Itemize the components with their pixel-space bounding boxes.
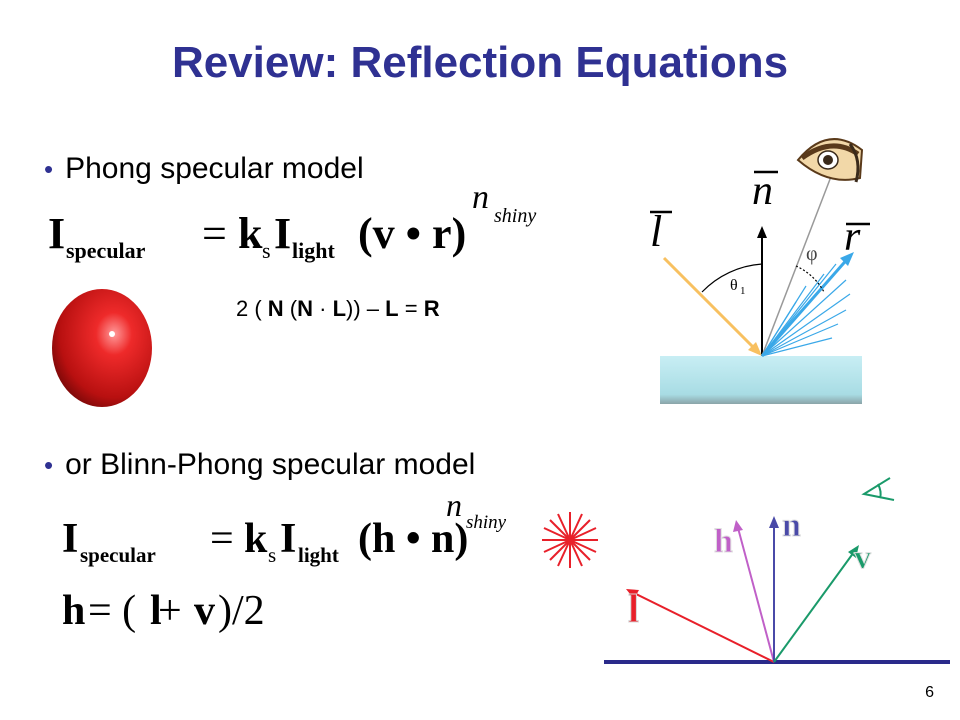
- refl-eq: =: [398, 296, 424, 321]
- eq-I2: I: [274, 209, 291, 258]
- blinn-diagram-svg: l h n v: [604, 477, 950, 664]
- label-h: h: [714, 523, 733, 560]
- blinn-diagram: l h n v: [600, 470, 955, 675]
- label-phi: φ: [806, 243, 818, 265]
- halfway-v: v: [194, 588, 215, 634]
- label-theta: θ: [730, 277, 738, 294]
- blinn-I: I: [62, 516, 78, 562]
- bullet-blinn: • or Blinn-Phong specular model: [44, 448, 475, 482]
- eye-icon: [796, 138, 864, 183]
- refl-N1: N: [267, 296, 284, 321]
- eq-body: (v • r): [358, 209, 466, 258]
- label-l: l: [628, 586, 639, 631]
- light-arrow: [662, 256, 760, 354]
- blinn-k: k: [244, 516, 268, 562]
- halfway-equation: h = ( l + v )/2: [62, 580, 302, 645]
- halfway-eq: = (: [88, 588, 136, 634]
- theta-arc: [701, 263, 763, 293]
- blinn-exp-sub: shiny: [466, 512, 507, 533]
- eq-k-sub: s: [262, 238, 271, 263]
- refl-dot: ·: [313, 296, 333, 321]
- refl-N2: N: [297, 296, 314, 321]
- page-number: 6: [925, 684, 934, 701]
- halfway-l: l: [150, 588, 162, 634]
- label-theta-sub: 1: [740, 285, 746, 297]
- slide-title: Review: Reflection Equations: [171, 38, 789, 87]
- vector-h: [737, 527, 775, 663]
- bullet-phong-text: Phong specular model: [65, 152, 364, 185]
- refl-mid1: (: [283, 296, 298, 321]
- eq-k: k: [238, 209, 263, 258]
- surface: [660, 356, 862, 404]
- bullet-dot-icon: •: [44, 450, 54, 480]
- vector-v: [773, 551, 855, 663]
- blinn-equals: =: [210, 516, 234, 562]
- halfway-plus: +: [158, 588, 182, 634]
- phong-equation: I specular = k s I light (v • r) n shiny: [48, 179, 588, 283]
- label-n: n: [782, 507, 801, 544]
- red-sphere: [50, 288, 155, 415]
- blinn-body: (h • n): [358, 516, 468, 562]
- angle-icon: [861, 477, 895, 501]
- blinn-k-sub: s: [268, 543, 276, 567]
- blinn-equation: I specular = k s I light (h • n) n shiny: [62, 487, 542, 583]
- blinn-I2: I: [280, 516, 296, 562]
- view-line: [761, 173, 833, 357]
- phong-equation-svg: I specular = k s I light (v • r) n shiny: [48, 179, 536, 263]
- refl-R: R: [423, 296, 440, 321]
- eq-equals: =: [202, 209, 227, 258]
- blinn-equation-svg: I specular = k s I light (h • n) n shiny: [62, 487, 507, 567]
- bullet-phong: • Phong specular model: [44, 152, 364, 186]
- red-sphere-svg: [52, 289, 152, 407]
- phong-diagram-svg: l n r θ 1 φ: [650, 138, 870, 404]
- blinn-exp-n: n: [446, 494, 462, 523]
- bullet-dot-icon: •: [44, 154, 54, 184]
- blinn-I2-sub: light: [298, 543, 339, 567]
- phong-diagram: l n r θ 1 φ: [636, 124, 876, 414]
- halfway-equation-svg: h = ( l + v )/2: [62, 588, 265, 634]
- eq-I-sub: specular: [66, 238, 146, 263]
- refl-mid2: )) –: [346, 296, 386, 321]
- specular-lobe: [760, 255, 852, 357]
- refl-pre: 2 (: [236, 296, 268, 321]
- vector-l: [631, 591, 775, 663]
- eq-I: I: [48, 209, 65, 258]
- refl-L2: L: [385, 296, 399, 321]
- label-n: n: [752, 168, 773, 214]
- refl-L1: L: [332, 296, 347, 321]
- halfway-rest: )/2: [218, 588, 265, 634]
- eq-I2-sub: light: [292, 238, 335, 263]
- phi-arc: [795, 265, 825, 293]
- bullet-blinn-text: or Blinn-Phong specular model: [65, 448, 476, 481]
- label-r: r: [844, 214, 861, 260]
- reflection-equation: 2 ( N (N · L)) – L = R: [236, 296, 440, 322]
- eq-exp-n: n: [472, 188, 489, 216]
- label-v: v: [854, 539, 871, 576]
- starburst-svg: [542, 512, 598, 568]
- blinn-I-sub: specular: [80, 543, 156, 567]
- starburst-icon: [540, 510, 600, 575]
- halfway-h: h: [62, 588, 85, 634]
- label-l: l: [650, 207, 662, 256]
- eq-exp-sub: shiny: [494, 205, 536, 227]
- starburst-rays: [542, 512, 598, 568]
